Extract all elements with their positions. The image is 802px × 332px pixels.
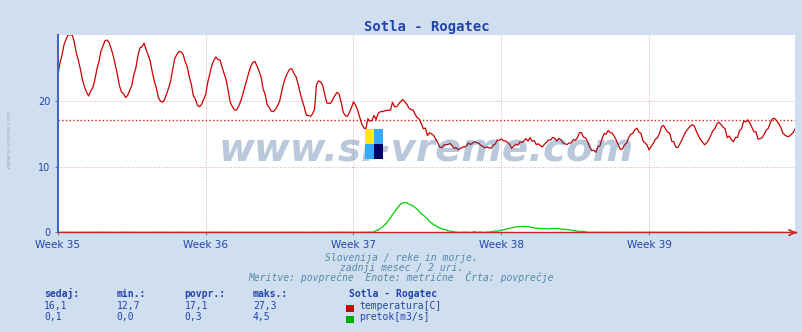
- Text: temperatura[C]: temperatura[C]: [358, 301, 440, 311]
- Text: zadnji mesec / 2 uri.: zadnji mesec / 2 uri.: [339, 263, 463, 273]
- Text: 12,7: 12,7: [116, 301, 140, 311]
- Text: Meritve: povprečne  Enote: metrične  Črta: povprečje: Meritve: povprečne Enote: metrične Črta:…: [249, 271, 553, 283]
- Text: Sotla - Rogatec: Sotla - Rogatec: [349, 289, 437, 299]
- Text: pretok[m3/s]: pretok[m3/s]: [358, 312, 429, 322]
- Text: povpr.:: povpr.:: [184, 289, 225, 299]
- Text: 27,3: 27,3: [253, 301, 276, 311]
- Text: 0,1: 0,1: [44, 312, 62, 322]
- Bar: [365, 144, 374, 159]
- Bar: [374, 144, 383, 159]
- Text: 16,1: 16,1: [44, 301, 67, 311]
- Text: 17,1: 17,1: [184, 301, 208, 311]
- Bar: [374, 129, 383, 144]
- Text: 0,3: 0,3: [184, 312, 202, 322]
- Text: Slovenija / reke in morje.: Slovenija / reke in morje.: [325, 253, 477, 263]
- Text: 0,0: 0,0: [116, 312, 134, 322]
- Text: min.:: min.:: [116, 289, 146, 299]
- Text: maks.:: maks.:: [253, 289, 288, 299]
- Text: www.si-vreme.com: www.si-vreme.com: [218, 130, 634, 168]
- Bar: [365, 129, 374, 144]
- Text: 4,5: 4,5: [253, 312, 270, 322]
- Text: www.si-vreme.com: www.si-vreme.com: [7, 110, 12, 169]
- Title: Sotla - Rogatec: Sotla - Rogatec: [363, 20, 488, 34]
- Text: sedaj:: sedaj:: [44, 288, 79, 299]
